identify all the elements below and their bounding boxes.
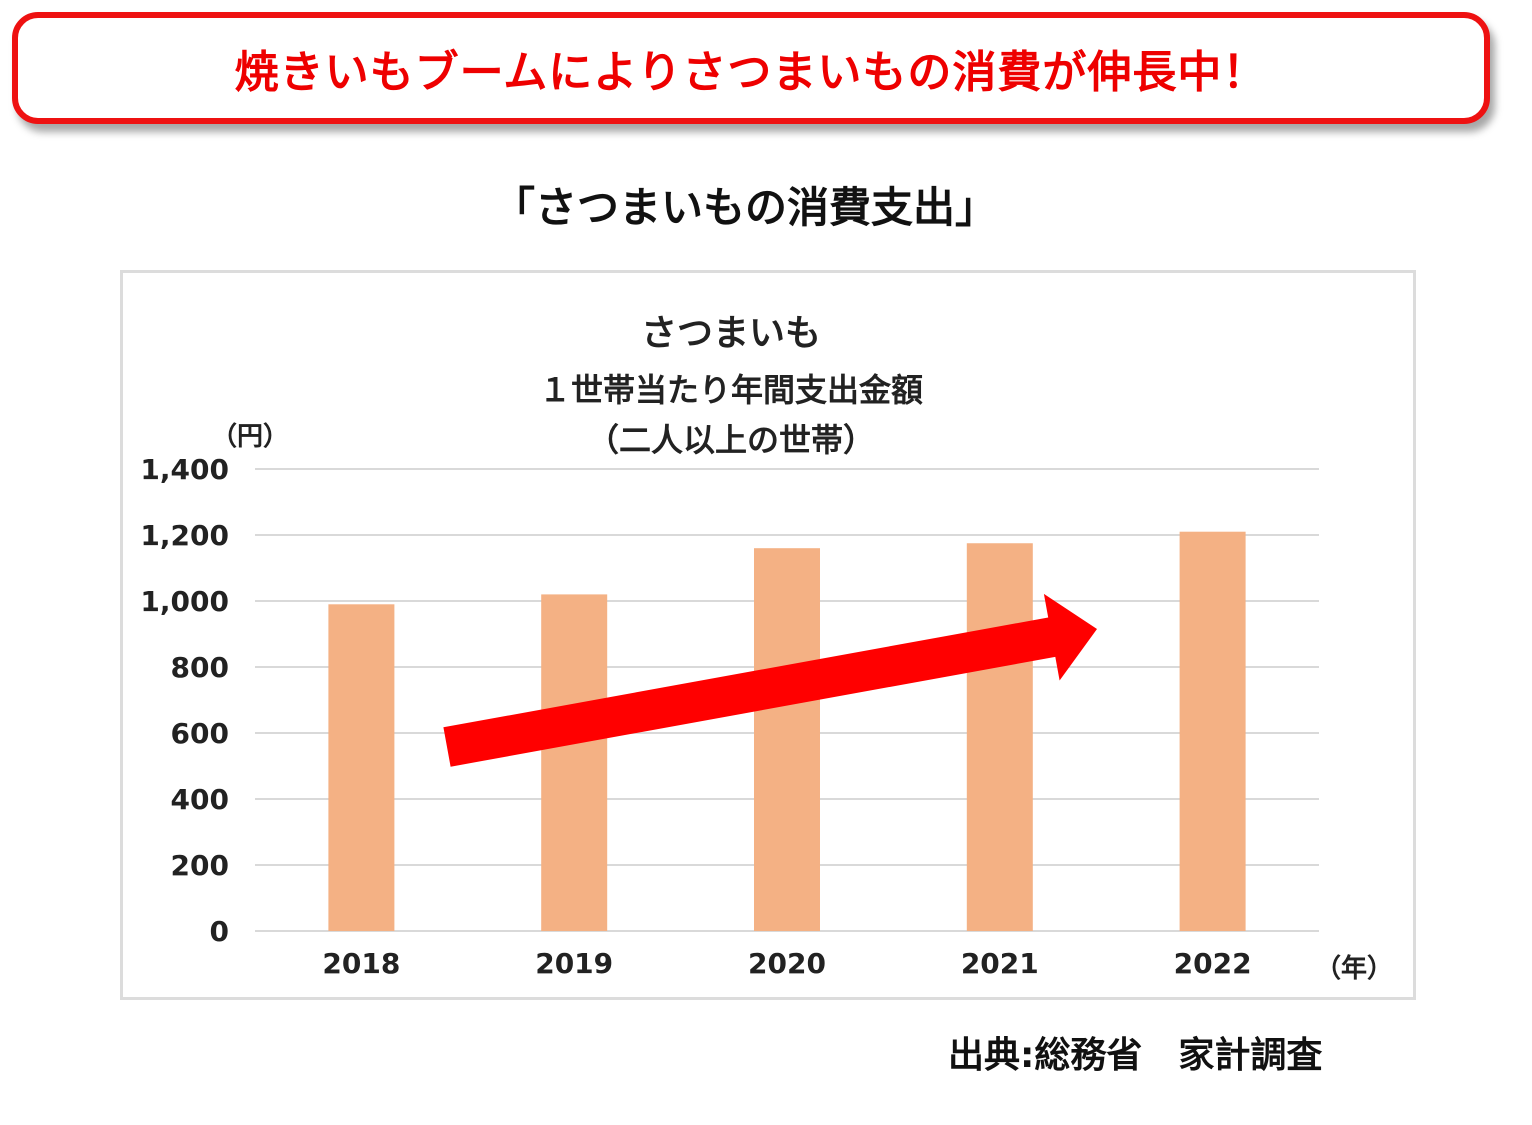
x-tick-label: 2022	[1174, 947, 1252, 980]
trend-arrow	[443, 593, 1097, 767]
bar-2022	[1179, 531, 1246, 931]
x-tick-label: 2018	[322, 947, 400, 980]
bar-2020	[754, 548, 820, 931]
y-tick-label: 600	[171, 717, 229, 750]
y-tick-label: 200	[171, 849, 229, 882]
x-axis-label: （年）	[1315, 953, 1393, 984]
y-axis-label: （円）	[211, 422, 289, 452]
chart-title-line: １世帯当たり年間支出金額	[539, 371, 923, 409]
source-note: 出典:総務省 家計調査	[948, 1035, 1323, 1076]
bar-chart: 0 200 400 600 800 1,000 1,200 1,400 2018 2019 2020…	[140, 313, 1393, 984]
y-tick-label: 800	[171, 651, 229, 684]
headline-banner: 焼きいもブームによりさつまいもの消費が伸長中！	[12, 12, 1490, 124]
y-tick-label: 1,400	[140, 453, 229, 486]
y-tick-label: 400	[171, 783, 229, 816]
y-tick-label: 1,000	[140, 585, 229, 618]
bar-2021	[966, 543, 1033, 931]
x-tick-label: 2021	[961, 947, 1039, 980]
x-tick-label: 2020	[748, 947, 826, 980]
chart-title-line: （二人以上の世帯）	[587, 421, 875, 459]
bar-2018	[328, 604, 395, 931]
trend-arrow-shape	[443, 593, 1097, 767]
chart-frame: 0 200 400 600 800 1,000 1,200 1,400 2018 2019 2020…	[120, 270, 1416, 1000]
bar-2019	[541, 594, 608, 931]
page-subtitle: 「さつまいもの消費支出」	[492, 183, 997, 232]
x-tick-label: 2019	[535, 947, 613, 980]
y-tick-label: 1,200	[140, 519, 229, 552]
bars	[328, 531, 1246, 931]
headline-text: 焼きいもブームによりさつまいもの消費が伸長中！	[234, 47, 1268, 98]
y-tick-label: 0	[210, 915, 229, 948]
chart-title-line: さつまいも	[641, 313, 821, 354]
chart-labels: 0 200 400 600 800 1,000 1,200 1,400 2018 2019 2020…	[140, 313, 1393, 984]
